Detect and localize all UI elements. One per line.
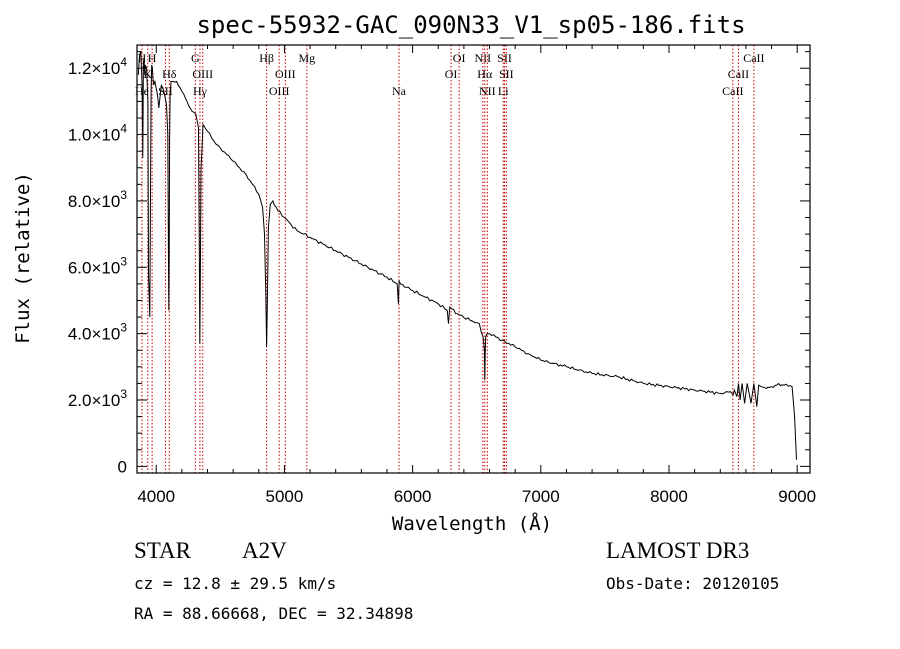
marker-label: OIII (192, 67, 213, 81)
marker-label: Hα (477, 67, 493, 81)
y-tick-exponent: 3 (120, 321, 127, 335)
y-tick-label: 0 (118, 457, 127, 476)
y-tick-mantissa: 8.0×10 (68, 192, 120, 211)
y-tick-label: 2.0×103 (68, 387, 127, 410)
x-tick-label: 8000 (650, 487, 688, 506)
x-axis-label: Wavelength (Å) (392, 512, 552, 535)
marker-label: H (138, 51, 147, 65)
y-tick-mantissa: 1.2×10 (68, 59, 120, 78)
marker-label: Hδ (162, 67, 177, 81)
object-class: STAR (134, 538, 191, 563)
marker-label: Hβ (259, 51, 274, 65)
y-tick-mantissa: 2.0×10 (68, 391, 120, 410)
x-tick-label: 6000 (394, 487, 432, 506)
observation-date: Obs-Date: 20120105 (606, 574, 780, 593)
x-tick-label: 4000 (137, 487, 175, 506)
marker-label: OI (453, 51, 466, 65)
marker-label: K (143, 67, 152, 81)
y-tick-mantissa: 1.0×10 (68, 126, 120, 145)
coordinates: RA = 88.66668, DEC = 32.34898 (134, 604, 414, 623)
redshift-cz: cz = 12.8 ± 29.5 km/s (134, 574, 337, 593)
marker-label: CaII (728, 67, 749, 81)
y-tick-exponent: 4 (120, 122, 127, 136)
y-tick-mantissa: 6.0×10 (68, 258, 120, 277)
survey-name: LAMOST DR3 (606, 538, 750, 563)
series-group (137, 51, 797, 460)
x-tick-label: 5000 (266, 487, 304, 506)
marker-label: NII (475, 51, 492, 65)
y-tick-label: 6.0×103 (68, 254, 127, 277)
y-tick-label: 4.0×103 (68, 321, 127, 344)
marker-label: SII (497, 51, 512, 65)
y-tick-exponent: 3 (120, 254, 127, 268)
marker-label: CaII (743, 51, 764, 65)
marker-label: SII (499, 67, 514, 81)
chart-title: spec-55932-GAC_090N33_V1_sp05-186.fits (196, 11, 745, 39)
marker-label: Mg (299, 51, 316, 65)
y-tick-exponent: 3 (120, 188, 127, 202)
marker-label: OIII (269, 84, 290, 98)
object-subclass: A2V (242, 538, 287, 563)
y-axis-label: Flux (relative) (12, 172, 34, 344)
y-tick-label: 1.2×104 (68, 55, 127, 78)
y-axis-ticks: 02.0×1034.0×1036.0×1038.0×1031.0×1041.2×… (68, 51, 810, 476)
marker-label: Li (498, 84, 509, 98)
marker-label: Na (392, 84, 407, 98)
marker-label: OIII (275, 67, 296, 81)
y-tick-exponent: 4 (120, 55, 127, 69)
series-line-flux (137, 51, 797, 460)
y-tick-mantissa: 0 (118, 457, 127, 476)
x-tick-label: 9000 (778, 487, 816, 506)
y-tick-mantissa: 4.0×10 (68, 325, 120, 344)
marker-label: H (148, 51, 157, 65)
y-tick-label: 1.0×104 (68, 122, 127, 145)
marker-label: OI (445, 67, 458, 81)
marker-label: NII (479, 84, 496, 98)
x-axis-ticks: 4000 5000 6000 7000 8000 9000 (137, 45, 816, 506)
marker-label: G (191, 51, 200, 65)
marker-label: Hγ (193, 84, 208, 98)
marker-label: CaII (722, 84, 743, 98)
plot-frame (136, 44, 811, 474)
x-tick-label: 7000 (522, 487, 560, 506)
y-tick-exponent: 3 (120, 387, 127, 401)
y-tick-label: 8.0×103 (68, 188, 127, 211)
